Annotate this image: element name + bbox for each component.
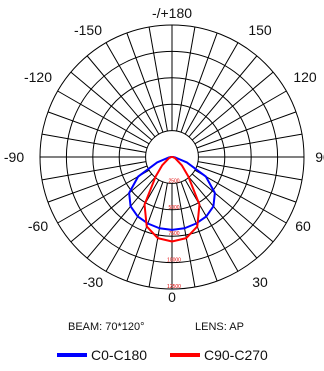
- grid-spoke: [196, 111, 297, 149]
- legend-label-c0-c180: C0-C180: [91, 347, 148, 363]
- grid-spoke: [176, 26, 196, 132]
- angle-tick-label: 0: [168, 289, 176, 305]
- grid-spoke: [47, 111, 148, 149]
- polar-chart: 2500 5000 7500 10000 12500 -/+180 150 120 90 60 3…: [4, 5, 324, 305]
- grid-spoke: [197, 133, 303, 153]
- angle-tick-label: 60: [295, 218, 311, 234]
- polar-grid: [39, 24, 305, 290]
- radial-tick-label: 12500: [167, 284, 181, 290]
- angle-tick-label: -120: [24, 69, 52, 85]
- grid-spoke: [105, 42, 160, 135]
- grid-spoke: [188, 176, 258, 259]
- lens-label: LENS: AP: [195, 321, 244, 333]
- grid-spoke: [57, 90, 150, 145]
- angle-tick-label: 120: [293, 69, 317, 85]
- radial-tick-label: 5000: [168, 205, 179, 211]
- angle-tick-label: -150: [74, 22, 102, 38]
- grid-spoke: [41, 161, 147, 181]
- angle-tick-label: 30: [252, 274, 268, 290]
- grid-spoke: [148, 26, 168, 132]
- grid-spoke: [70, 71, 153, 141]
- radial-tick-label: 7500: [168, 231, 179, 237]
- grid-spoke: [70, 173, 153, 243]
- beam-label: BEAM: 70*120°: [68, 321, 145, 333]
- grid-spoke: [188, 55, 258, 138]
- grid-spoke: [196, 165, 297, 203]
- grid-spoke: [126, 32, 164, 133]
- grid-spoke: [197, 161, 303, 181]
- grid-spoke: [57, 169, 150, 224]
- series-group: [128, 156, 216, 243]
- grid-spoke: [86, 176, 156, 259]
- grid-spoke: [47, 165, 148, 203]
- grid-spoke: [184, 42, 239, 135]
- grid-spoke: [184, 179, 239, 272]
- angle-tick-label: 150: [248, 22, 272, 38]
- legend-item-c90-c270: C90-C270: [170, 346, 268, 364]
- grid-spoke: [194, 169, 287, 224]
- angle-tick-label: -90: [4, 149, 24, 165]
- radial-tick-label: 2500: [168, 178, 179, 184]
- series-line-c90-c270: [143, 156, 201, 243]
- angle-tick-label: -60: [28, 218, 48, 234]
- grid-spoke: [86, 55, 156, 138]
- grid-spoke: [180, 181, 218, 282]
- legend-item-c0-c180: C0-C180: [57, 346, 147, 364]
- grid-spoke: [191, 173, 274, 243]
- grid-spoke: [41, 133, 147, 153]
- angle-tick-label: -/+180: [152, 5, 192, 21]
- grid-spoke: [191, 71, 274, 141]
- angular-tick-labels: -/+180 150 120 90 60 30 0 -30 -60 -90 -120 -150: [4, 5, 324, 305]
- angle-tick-label: 90: [315, 149, 324, 165]
- grid-spoke: [105, 179, 160, 272]
- grid-spoke: [180, 32, 218, 133]
- angle-tick-label: -30: [83, 274, 103, 290]
- legend-label-c90-c270: C90-C270: [204, 347, 268, 363]
- legend-swatch-c0-c180: [57, 353, 87, 357]
- series-line-c0-c180: [128, 156, 216, 231]
- radial-tick-label: 10000: [167, 258, 181, 264]
- grid-spoke: [126, 181, 164, 282]
- grid-spoke: [148, 182, 168, 288]
- grid-spoke: [176, 182, 196, 288]
- grid-spoke: [194, 90, 287, 145]
- legend-swatch-c90-c270: [170, 353, 200, 357]
- radial-tick-labels: 2500 5000 7500 10000 12500: [167, 178, 181, 290]
